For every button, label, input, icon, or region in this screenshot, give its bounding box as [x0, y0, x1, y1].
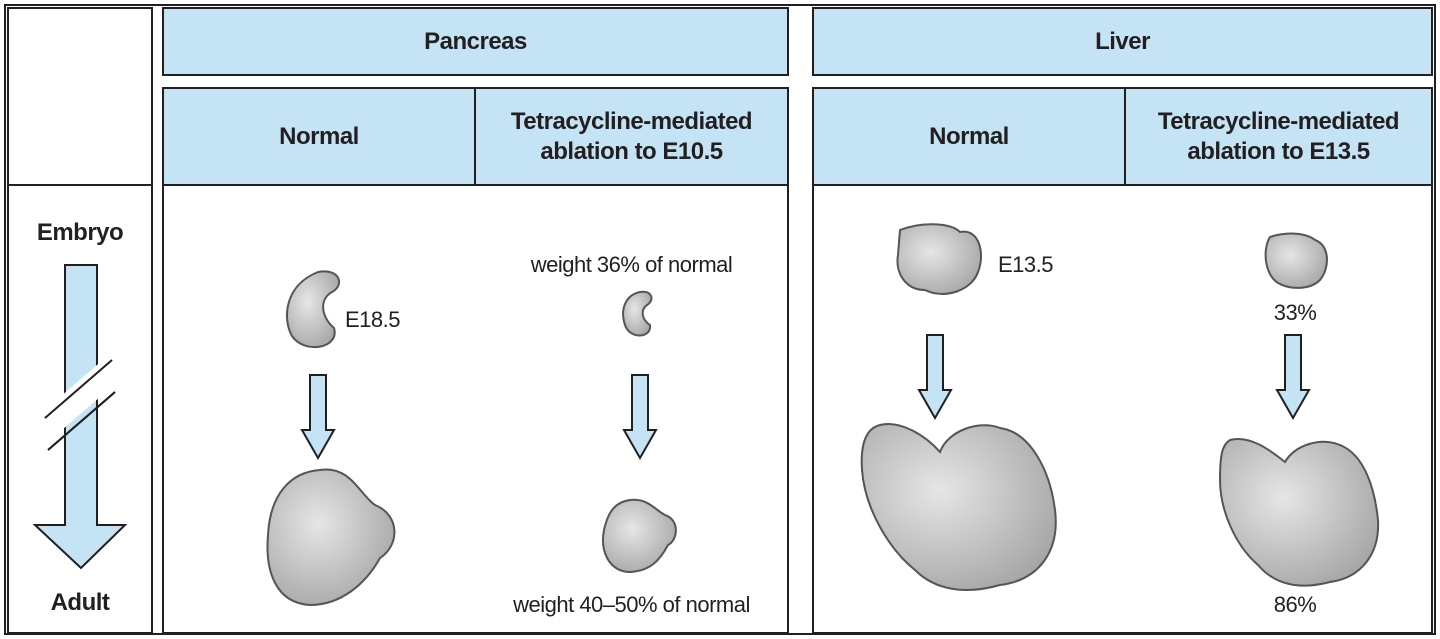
panel-title: Pancreas [424, 27, 527, 55]
pancreas-adult [266, 468, 396, 607]
liver-adult-ablated [1218, 438, 1380, 587]
axis-start: Embryo [36, 219, 124, 246]
note: weight 36% of normal [530, 252, 733, 277]
time-arrow [32, 264, 128, 570]
column-label: Tetracycline-mediated ablation to E13.5 [1157, 107, 1400, 165]
pancreas-embryo-ablated [622, 290, 653, 337]
note: 86% [1273, 592, 1317, 617]
axis-box [7, 184, 153, 634]
axis-break-gap [45, 352, 115, 442]
pancreas-embryo [285, 270, 341, 349]
column-label: Normal [279, 122, 359, 150]
growth-arrow [300, 374, 336, 461]
pancreas-adult-ablated [602, 498, 677, 574]
stage-label: E18.5 [345, 307, 401, 332]
pancreas-header [162, 7, 789, 76]
growth-arrow [917, 334, 953, 421]
note: weight 40–50% of normal [513, 592, 750, 617]
panel-title: Liver [1095, 27, 1150, 55]
stage-label: E13.5 [998, 252, 1054, 277]
liver-adult [860, 423, 1057, 591]
column-header [812, 87, 1126, 186]
axis-break [44, 359, 116, 451]
axis-end: Adult [50, 589, 110, 616]
column-label: Normal [929, 122, 1009, 150]
growth-arrow [622, 374, 658, 461]
column-header [474, 87, 789, 186]
liver-header [812, 7, 1433, 76]
liver-embryo [896, 223, 982, 295]
column-header [162, 87, 476, 186]
corner-box [7, 7, 153, 186]
note: 33% [1273, 300, 1317, 325]
growth-arrow [1275, 334, 1311, 421]
column-label: Tetracycline-mediated ablation to E10.5 [510, 107, 753, 165]
column-header [1124, 87, 1433, 186]
liver-embryo-ablated [1264, 232, 1328, 289]
